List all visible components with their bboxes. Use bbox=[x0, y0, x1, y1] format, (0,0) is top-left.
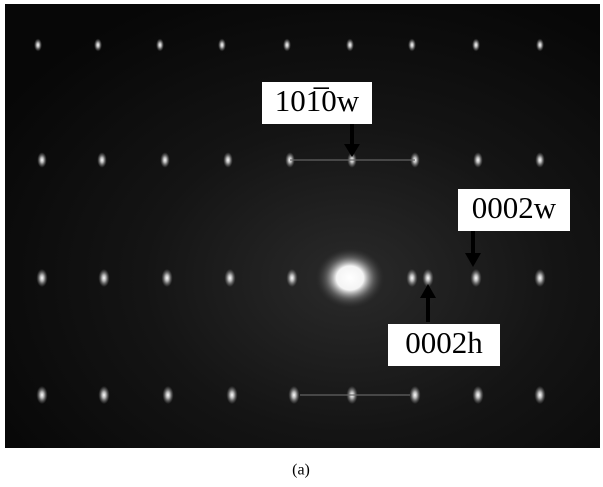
spot bbox=[346, 39, 354, 52]
spot bbox=[283, 39, 291, 52]
central-spot bbox=[316, 248, 384, 308]
spot bbox=[534, 269, 545, 287]
spot bbox=[162, 386, 173, 404]
spot bbox=[408, 39, 416, 52]
spot bbox=[286, 269, 297, 287]
spot bbox=[288, 386, 299, 404]
spot bbox=[472, 39, 480, 52]
spot bbox=[97, 152, 107, 168]
spot bbox=[409, 386, 420, 404]
spot bbox=[470, 269, 481, 287]
spot bbox=[535, 152, 545, 168]
spot bbox=[98, 269, 109, 287]
label: 0002w bbox=[472, 190, 557, 225]
caption: (a) bbox=[292, 462, 310, 479]
spot bbox=[36, 386, 47, 404]
label: 0002h bbox=[405, 325, 483, 360]
spot bbox=[536, 39, 544, 52]
figure: 101̅0w 0002w 0002h (a) bbox=[0, 0, 603, 487]
spot bbox=[223, 152, 233, 168]
spot bbox=[161, 269, 172, 287]
spot bbox=[34, 39, 42, 52]
spot bbox=[36, 269, 47, 287]
spot bbox=[98, 386, 109, 404]
spot bbox=[94, 39, 102, 52]
spot bbox=[37, 152, 47, 168]
spot bbox=[534, 386, 545, 404]
label: 101̅0w bbox=[275, 83, 360, 118]
spot bbox=[226, 386, 237, 404]
spot bbox=[473, 152, 483, 168]
spot bbox=[406, 269, 417, 287]
spot bbox=[224, 269, 235, 287]
spot bbox=[156, 39, 164, 52]
spot bbox=[472, 386, 483, 404]
spot bbox=[160, 152, 170, 168]
page: 101̅0w 0002w 0002h (a) (() => { const da… bbox=[0, 0, 603, 487]
spot bbox=[218, 39, 226, 52]
